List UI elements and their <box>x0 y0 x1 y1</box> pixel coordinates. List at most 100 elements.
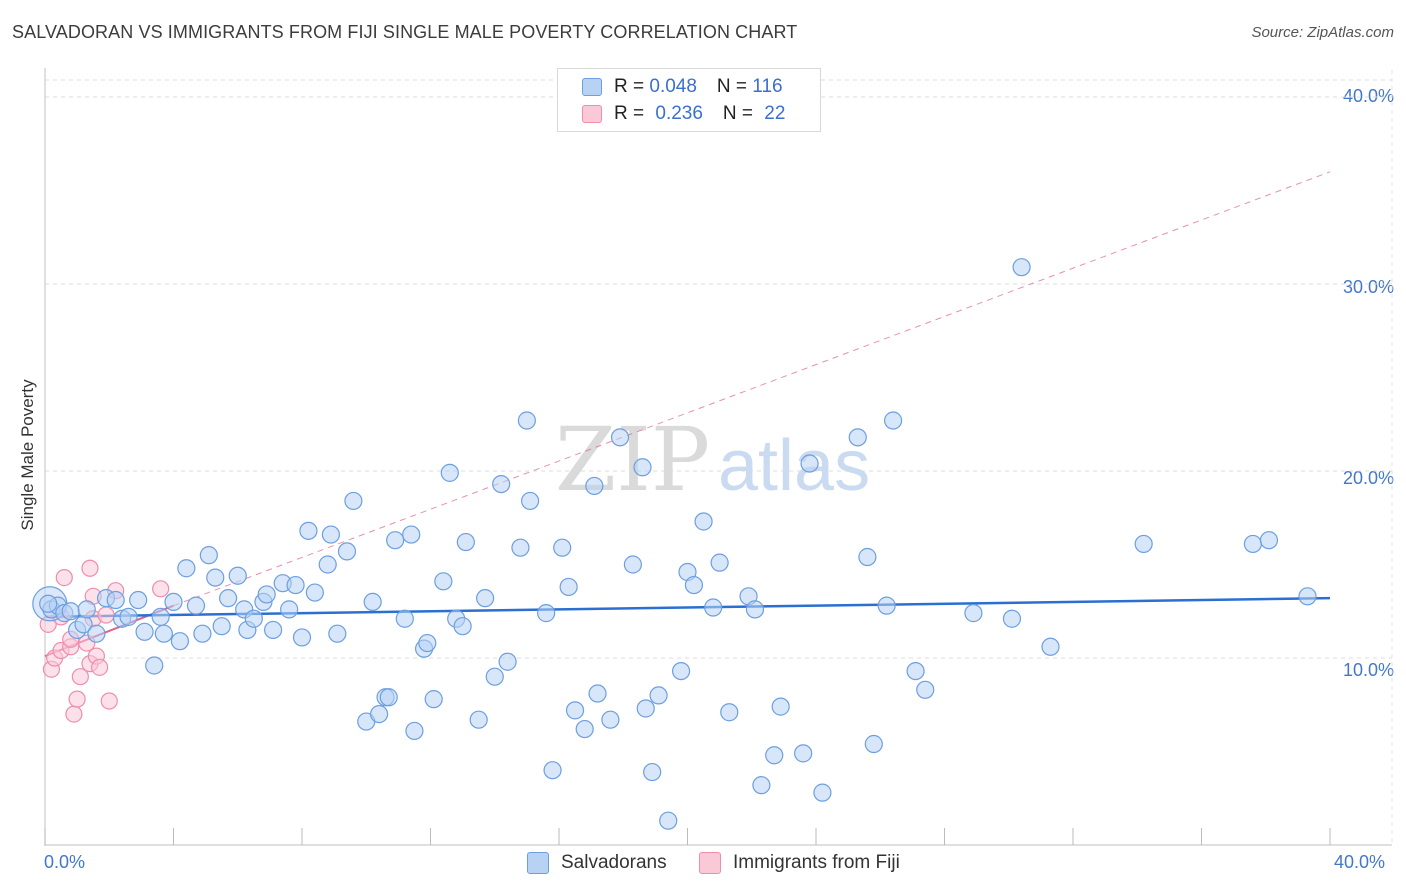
salvadoran-point <box>511 538 530 557</box>
salvadoran-point <box>517 411 536 430</box>
fiji-trend-extension <box>173 171 1331 607</box>
salvadoran-point <box>170 632 190 651</box>
legend-r-label: R = <box>614 76 650 97</box>
salvadoran-point <box>77 600 96 619</box>
salvadoran-point <box>906 661 925 681</box>
legend-n-value: 116 <box>752 76 783 97</box>
source-label: Source: ZipAtlas.com <box>1251 24 1394 41</box>
legend-row-fiji: R = 0.236 N = 22 <box>582 102 785 126</box>
salvadoran-point <box>263 620 283 640</box>
salvadoran-point <box>469 710 488 729</box>
salvadoran-point <box>771 697 790 716</box>
legend-swatch-pink <box>699 852 721 874</box>
salvadoran-point <box>565 701 585 720</box>
salvadoran-point <box>1259 531 1279 550</box>
salvadoran-point <box>916 680 935 699</box>
salvadoran-point <box>623 555 642 574</box>
salvadoran-point <box>883 411 903 430</box>
salvadoran-point <box>1298 587 1317 606</box>
x-tick-label: 40.0% <box>1334 852 1386 872</box>
legend-n-label: N = <box>716 76 753 97</box>
legend-r-label: R = <box>614 103 650 124</box>
salvadoran-point <box>379 688 398 707</box>
y-tick-label: 30.0% <box>1342 277 1394 297</box>
salvadoran-point <box>659 811 678 830</box>
bottom-legend-label: Salvadorans <box>561 852 667 873</box>
salvadoran-point <box>292 628 312 647</box>
salvadoran-point <box>318 555 337 574</box>
fiji-point <box>55 568 73 587</box>
salvadoran-point <box>286 575 305 595</box>
salvadoran-point <box>498 652 517 671</box>
salvadoran-point <box>848 428 867 447</box>
salvadoran-point <box>145 656 164 675</box>
legend-swatch-blue <box>582 78 602 96</box>
fiji-point <box>152 580 170 598</box>
salvadoran-point <box>864 734 883 754</box>
legend-n-value: 22 <box>764 103 786 124</box>
salvadoran-point <box>405 721 424 741</box>
salvadoran-point <box>424 690 443 709</box>
legend-swatch-blue <box>527 852 549 874</box>
salvadoran-point <box>440 463 459 482</box>
watermark-zip: ZIP <box>555 408 710 511</box>
salvadoran-point <box>1134 534 1153 554</box>
salvadoran-point <box>553 538 572 557</box>
fiji-point <box>68 690 86 708</box>
salvadoran-point <box>177 559 196 578</box>
salvadoran-point <box>520 491 540 511</box>
fiji-point <box>91 658 109 676</box>
salvadoran-point <box>39 594 58 613</box>
salvadoran-point <box>328 624 347 643</box>
salvadoran-point <box>813 783 832 802</box>
legend-row-salvadorans: R = 0.048 N = 116 <box>582 75 783 99</box>
salvadoran-point <box>370 704 389 724</box>
salvadoran-point <box>337 542 357 561</box>
salvadoran-point <box>199 546 218 565</box>
salvadoran-point <box>154 624 173 643</box>
salvadoran-point <box>610 428 630 447</box>
salvadoran-point <box>1012 258 1031 277</box>
legend-r-value: 0.048 <box>649 76 697 97</box>
salvadoran-point <box>363 592 382 612</box>
salvadoran-point <box>794 744 813 763</box>
y-tick-label: 40.0% <box>1342 86 1394 106</box>
salvadoran-point <box>305 583 324 602</box>
salvadoran-point <box>228 566 247 585</box>
legend-n-label: N = <box>722 103 759 124</box>
salvadoran-point <box>601 710 620 729</box>
fiji-point <box>81 559 99 577</box>
salvadoran-point <box>485 667 504 686</box>
x-tick-label: 0.0% <box>44 852 86 872</box>
salvadoran-point <box>649 686 668 705</box>
bottom-legend-fiji: Immigrants from Fiji <box>699 852 900 874</box>
salvadoran-point <box>119 607 138 626</box>
salvadoran-point <box>344 491 363 511</box>
salvadoran-point <box>151 607 170 626</box>
salvadoran-point <box>575 719 594 739</box>
salvadoran-point <box>476 589 495 608</box>
salvadoran-point <box>244 609 263 628</box>
salvadoran-point <box>87 624 106 643</box>
stats-legend: R = 0.048 N = 116 R = 0.236 N = 22 <box>557 68 821 132</box>
salvadoran-point <box>492 474 511 494</box>
salvadoran-point <box>299 521 318 540</box>
salvadoran-point <box>193 624 212 643</box>
salvadoran-point <box>129 590 148 610</box>
salvadoran-point <box>1041 637 1060 656</box>
salvadoran-point <box>257 585 276 604</box>
salvadoran-point <box>537 604 556 623</box>
salvadoran-point <box>1243 534 1263 554</box>
salvadoran-point <box>1002 609 1022 628</box>
legend-swatch-pink <box>582 105 602 123</box>
salvadoran-point <box>684 575 704 595</box>
salvadoran-point <box>800 454 819 473</box>
fiji-point <box>100 692 118 710</box>
salvadoran-point <box>456 532 475 552</box>
salvadoran-point <box>453 617 472 636</box>
y-tick-label: 20.0% <box>1342 468 1394 488</box>
salvadoran-point <box>395 609 414 628</box>
salvadoran-point <box>543 761 562 780</box>
bottom-legend-salvadorans: Salvadorans <box>527 852 667 874</box>
